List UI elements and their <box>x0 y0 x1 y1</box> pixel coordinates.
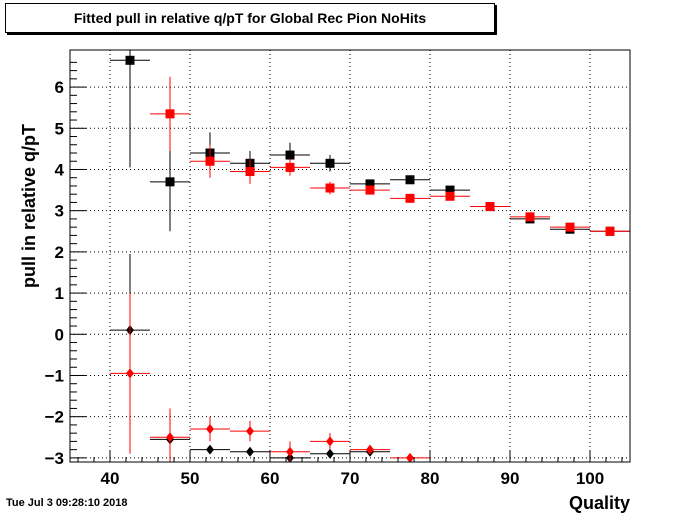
data-point-diamond <box>246 426 254 437</box>
plot-frame <box>69 49 631 463</box>
x-tick-label: 40 <box>101 469 120 488</box>
data-point-square <box>205 156 215 166</box>
x-axis-label: Quality <box>569 493 630 513</box>
y-tick-label: 5 <box>55 119 64 138</box>
data-point-square <box>325 183 335 193</box>
data-point-diamond <box>166 432 174 443</box>
data-point-diamond <box>126 368 134 379</box>
data-point-square <box>445 191 455 201</box>
y-axis-label: pull in relative q/pT <box>19 124 39 288</box>
data-point-square <box>565 222 575 232</box>
y-tick-label: −1 <box>45 366 64 385</box>
y-tick-label: 0 <box>55 325 64 344</box>
chart-title-box: Fitted pull in relative q/pT for Global … <box>5 3 495 33</box>
data-point-square <box>445 185 455 195</box>
data-point-diamond <box>206 424 214 435</box>
x-tick-label: 100 <box>576 469 604 488</box>
x-tick-label: 80 <box>421 469 440 488</box>
y-tick-label: 4 <box>55 160 65 179</box>
y-tick-label: 2 <box>55 243 64 262</box>
data-point-square <box>605 226 615 236</box>
data-point-square <box>365 185 375 195</box>
data-point-square <box>405 193 415 203</box>
data-point-diamond <box>246 446 254 457</box>
y-tick-label: −3 <box>45 449 64 468</box>
data-point-square <box>285 162 295 172</box>
x-tick-label: 90 <box>501 469 520 488</box>
data-point-square <box>125 55 135 65</box>
data-point-square <box>325 158 335 168</box>
axes: 40 50 60 70 80 90 100 −3 −2 −1 0 1 2 3 4 5 6 <box>45 61 623 488</box>
data-point-square <box>165 109 175 119</box>
timestamp: Tue Jul 3 09:28:10 2018 <box>6 497 128 509</box>
data-point-diamond <box>326 436 334 447</box>
x-tick-label: 60 <box>261 469 280 488</box>
data-point-square <box>285 150 295 160</box>
grid-lines <box>70 50 630 462</box>
data-point-diamond <box>366 444 374 455</box>
data-point-diamond <box>286 446 294 457</box>
data-point-square <box>405 175 415 185</box>
data-point-square <box>525 212 535 222</box>
data-point-square <box>245 167 255 177</box>
y-tick-label: −2 <box>45 408 64 427</box>
series-1 <box>150 76 630 236</box>
x-tick-label: 50 <box>181 469 200 488</box>
y-tick-label: 6 <box>55 78 64 97</box>
data-point-square <box>365 179 375 189</box>
chart-title: Fitted pull in relative q/pT for Global … <box>73 10 427 26</box>
data-series <box>110 50 630 463</box>
data-point-square <box>485 202 495 212</box>
y-tick-label: 3 <box>55 202 64 221</box>
y-tick-label: 1 <box>55 284 64 303</box>
x-tick-label: 70 <box>341 469 360 488</box>
data-point-square <box>165 177 175 187</box>
data-point-diamond <box>206 444 214 455</box>
series-3 <box>110 293 430 463</box>
series-0 <box>110 50 630 236</box>
data-point-diamond <box>406 452 414 463</box>
data-point-diamond <box>326 448 334 459</box>
